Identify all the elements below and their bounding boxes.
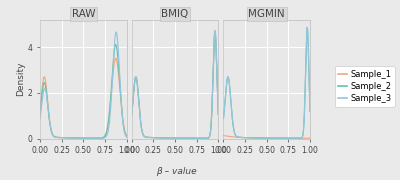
- Title: BMIQ: BMIQ: [161, 9, 189, 19]
- Title: MGMIN: MGMIN: [248, 9, 285, 19]
- Y-axis label: Density: Density: [16, 62, 25, 96]
- Text: β – value: β – value: [156, 166, 196, 176]
- Title: RAW: RAW: [72, 9, 95, 19]
- Legend: Sample_1, Sample_2, Sample_3: Sample_1, Sample_2, Sample_3: [335, 66, 395, 107]
